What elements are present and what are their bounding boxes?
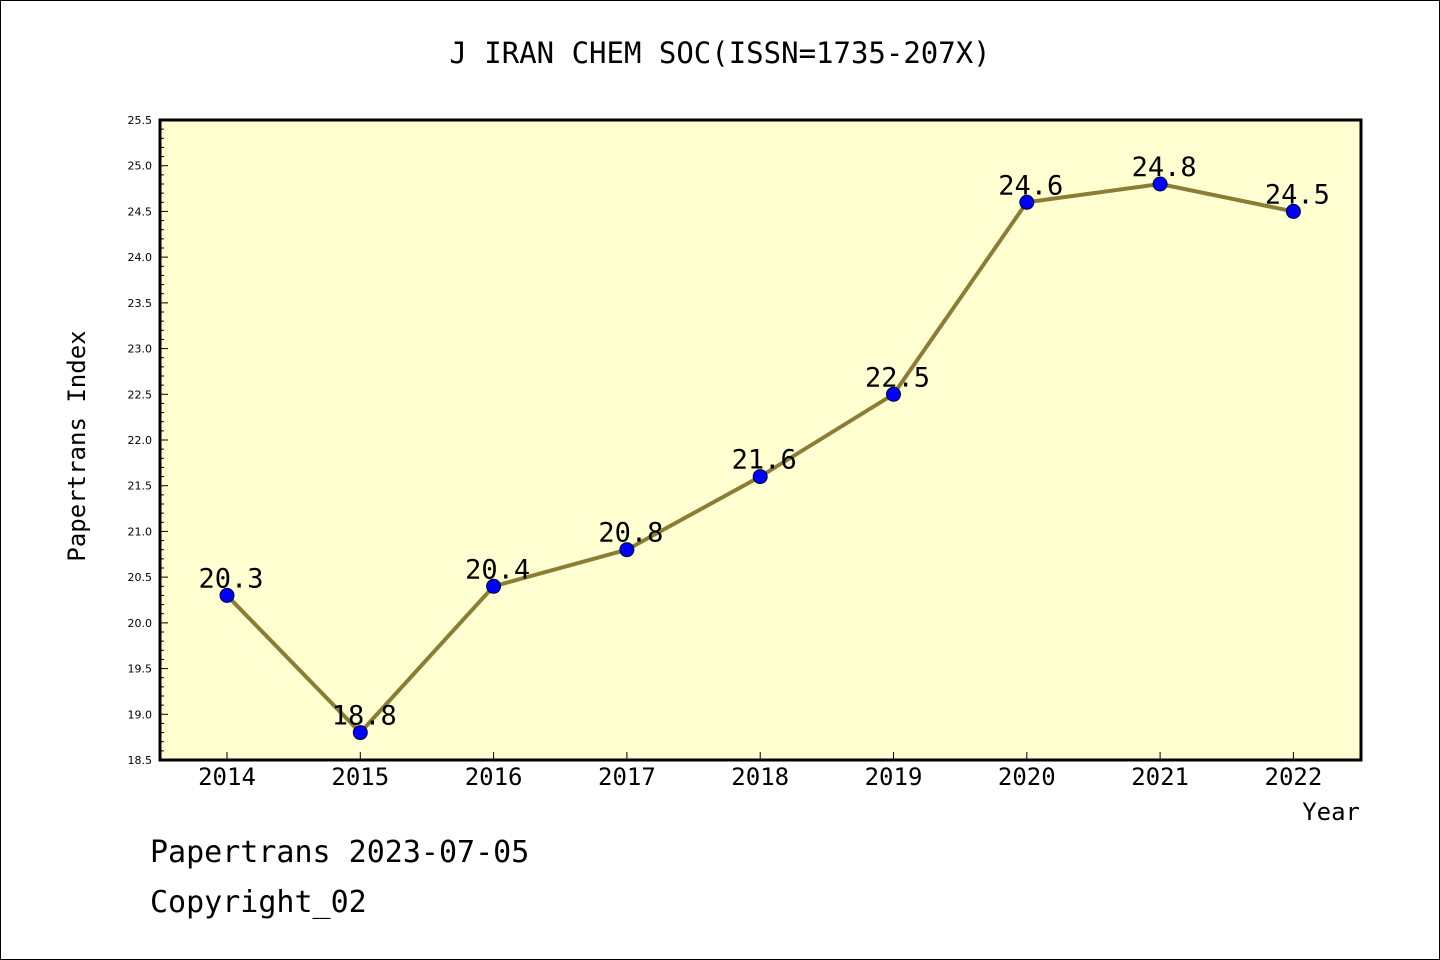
y-tick-label: 22.5 xyxy=(128,388,153,401)
x-axis: 2014 2015 2016 2017 2018 2019 2020 2021 2022 xyxy=(198,752,1322,791)
data-point xyxy=(352,725,368,741)
x-tick-label: 2020 xyxy=(998,763,1056,791)
x-tick-label: 2016 xyxy=(465,763,523,791)
y-tick-label: 22.0 xyxy=(128,434,153,447)
x-tick-label: 2022 xyxy=(1265,763,1323,791)
data-label: 21.6 xyxy=(732,445,797,476)
y-tick-label: 24.0 xyxy=(128,251,153,264)
data-point xyxy=(486,578,502,594)
x-tick-label: 2015 xyxy=(331,763,389,791)
y-tick-label: 25.0 xyxy=(128,160,153,173)
plot-border xyxy=(158,118,1363,762)
data-labels: 20.3 18.8 20.4 20.8 21.6 22.5 24.6 24.8 24.5 xyxy=(198,152,1329,732)
y-tick-label: 25.5 xyxy=(128,114,153,127)
data-point xyxy=(619,542,635,558)
x-tick-label: 2021 xyxy=(1131,763,1189,791)
x-tick-label: 2019 xyxy=(865,763,923,791)
y-tick-label: 19.0 xyxy=(128,708,153,721)
data-label: 24.5 xyxy=(1265,179,1330,210)
plot-area xyxy=(160,120,1361,760)
y-tick-label: 20.5 xyxy=(128,571,153,584)
data-label: 20.3 xyxy=(198,563,263,594)
y-tick-label: 21.5 xyxy=(128,480,153,493)
data-point xyxy=(1285,203,1301,219)
y-tick-label: 18.5 xyxy=(128,754,153,767)
y-tick-label: 24.5 xyxy=(128,205,153,218)
y-axis: 18.5 19.0 19.5 20.0 20.5 21.0 21.5 22.0 22.5 23.0… xyxy=(128,114,168,767)
footer-copyright: Copyright_02 xyxy=(150,885,367,920)
x-tick-label: 2014 xyxy=(198,763,256,791)
y-tick-label: 19.5 xyxy=(128,663,153,676)
data-point xyxy=(886,386,901,402)
data-label: 20.4 xyxy=(465,554,530,585)
data-label: 24.6 xyxy=(998,170,1063,201)
chart-title: J IRAN CHEM SOC(ISSN=1735-207X) xyxy=(449,36,991,70)
y-axis-label: Papertrans Index xyxy=(63,330,91,561)
data-label: 24.8 xyxy=(1132,152,1197,183)
data-label: 20.8 xyxy=(598,518,663,549)
x-axis-label: Year xyxy=(1302,798,1360,826)
data-points xyxy=(219,176,1301,741)
footer-date: Papertrans 2023-07-05 xyxy=(150,835,530,870)
x-tick-label: 2017 xyxy=(598,763,656,791)
data-point xyxy=(752,469,768,485)
y-tick-label: 20.0 xyxy=(128,617,153,630)
data-point xyxy=(219,587,235,603)
data-label: 22.5 xyxy=(865,362,930,393)
y-tick-label: 23.0 xyxy=(128,343,153,356)
data-point xyxy=(1019,194,1035,210)
y-tick-label: 23.5 xyxy=(128,297,153,310)
data-point xyxy=(1152,176,1168,192)
x-tick-label: 2018 xyxy=(731,763,789,791)
y-tick-label: 21.0 xyxy=(128,525,153,538)
data-label: 18.8 xyxy=(332,701,397,732)
